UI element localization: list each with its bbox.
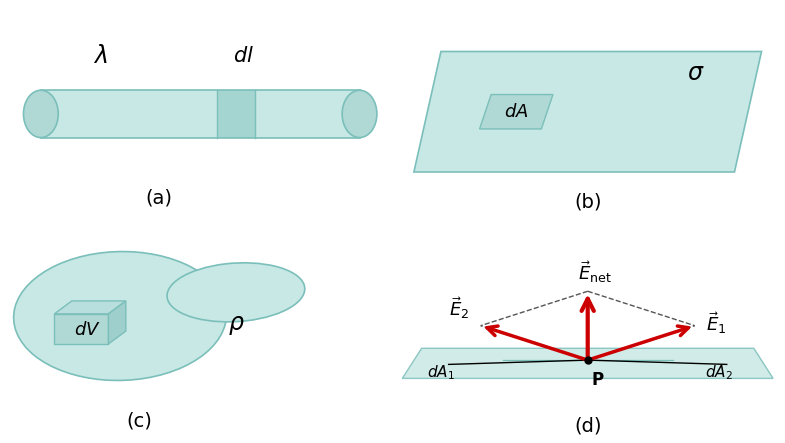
Text: $\rho$: $\rho$: [228, 313, 244, 337]
Text: $\vec{E}_{\rm net}$: $\vec{E}_{\rm net}$: [579, 259, 612, 285]
Bar: [54, 314, 108, 344]
Ellipse shape: [13, 252, 226, 381]
Text: $dA_1$: $dA_1$: [427, 364, 455, 382]
Ellipse shape: [24, 90, 58, 138]
Text: $dA$: $dA$: [504, 103, 528, 121]
Text: $dV$: $dV$: [74, 321, 100, 339]
Text: $\vec{E}_2$: $\vec{E}_2$: [449, 295, 469, 321]
Ellipse shape: [167, 263, 305, 322]
Text: (c): (c): [126, 412, 152, 431]
Ellipse shape: [342, 90, 377, 138]
Polygon shape: [480, 94, 553, 129]
Text: (d): (d): [574, 416, 601, 435]
Polygon shape: [402, 348, 773, 378]
Text: $\vec{E}_1$: $\vec{E}_1$: [706, 311, 727, 336]
Text: $dA_2$: $dA_2$: [705, 364, 733, 382]
Text: P: P: [591, 371, 604, 389]
Polygon shape: [414, 51, 761, 172]
Text: (a): (a): [145, 188, 172, 207]
Polygon shape: [54, 301, 126, 314]
Bar: [217, 90, 255, 138]
Text: $\lambda$: $\lambda$: [93, 44, 108, 68]
Polygon shape: [108, 301, 126, 344]
Bar: [41, 90, 360, 138]
Text: (b): (b): [574, 193, 601, 212]
Text: $\sigma$: $\sigma$: [687, 61, 705, 85]
Text: $dl$: $dl$: [233, 46, 254, 66]
